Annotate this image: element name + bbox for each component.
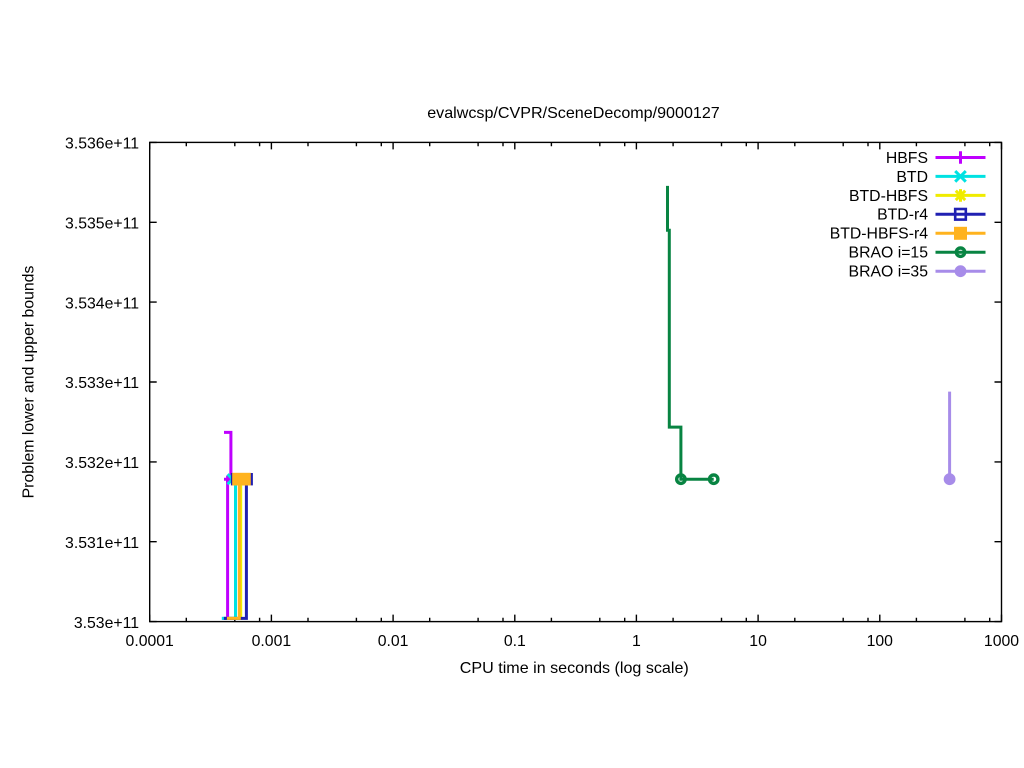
svg-text:BTD-r4: BTD-r4 (877, 207, 928, 224)
svg-text:HBFS: HBFS (886, 150, 928, 167)
svg-text:0.0001: 0.0001 (126, 633, 175, 650)
svg-text:BTD-HBFS-r4: BTD-HBFS-r4 (830, 226, 929, 243)
svg-text:3.532e+11: 3.532e+11 (65, 455, 139, 472)
svg-text:evalwcsp/CVPR/SceneDecomp/9000: evalwcsp/CVPR/SceneDecomp/9000127 (427, 104, 720, 122)
svg-text:100: 100 (867, 633, 894, 650)
svg-text:3.536e+11: 3.536e+11 (65, 136, 139, 153)
svg-text:10: 10 (749, 633, 767, 650)
svg-text:3.533e+11: 3.533e+11 (65, 375, 139, 392)
svg-text:BRAO i=35: BRAO i=35 (849, 264, 929, 281)
svg-text:CPU time in seconds (log scale: CPU time in seconds (log scale) (460, 659, 689, 677)
svg-text:BTD: BTD (896, 169, 928, 186)
svg-text:0.01: 0.01 (378, 633, 409, 650)
svg-text:3.535e+11: 3.535e+11 (65, 216, 139, 233)
svg-text:3.531e+11: 3.531e+11 (65, 535, 139, 552)
svg-text:1: 1 (632, 633, 641, 650)
svg-text:3.534e+11: 3.534e+11 (65, 295, 139, 312)
svg-text:BTD-HBFS: BTD-HBFS (849, 188, 928, 205)
svg-text:0.001: 0.001 (252, 633, 292, 650)
svg-text:BRAO i=15: BRAO i=15 (849, 245, 929, 262)
svg-text:1000: 1000 (984, 633, 1019, 650)
svg-text:0.1: 0.1 (504, 633, 526, 650)
svg-text:Problem lower and upper bounds: Problem lower and upper bounds (20, 266, 37, 499)
svg-text:3.53e+11: 3.53e+11 (74, 615, 139, 632)
